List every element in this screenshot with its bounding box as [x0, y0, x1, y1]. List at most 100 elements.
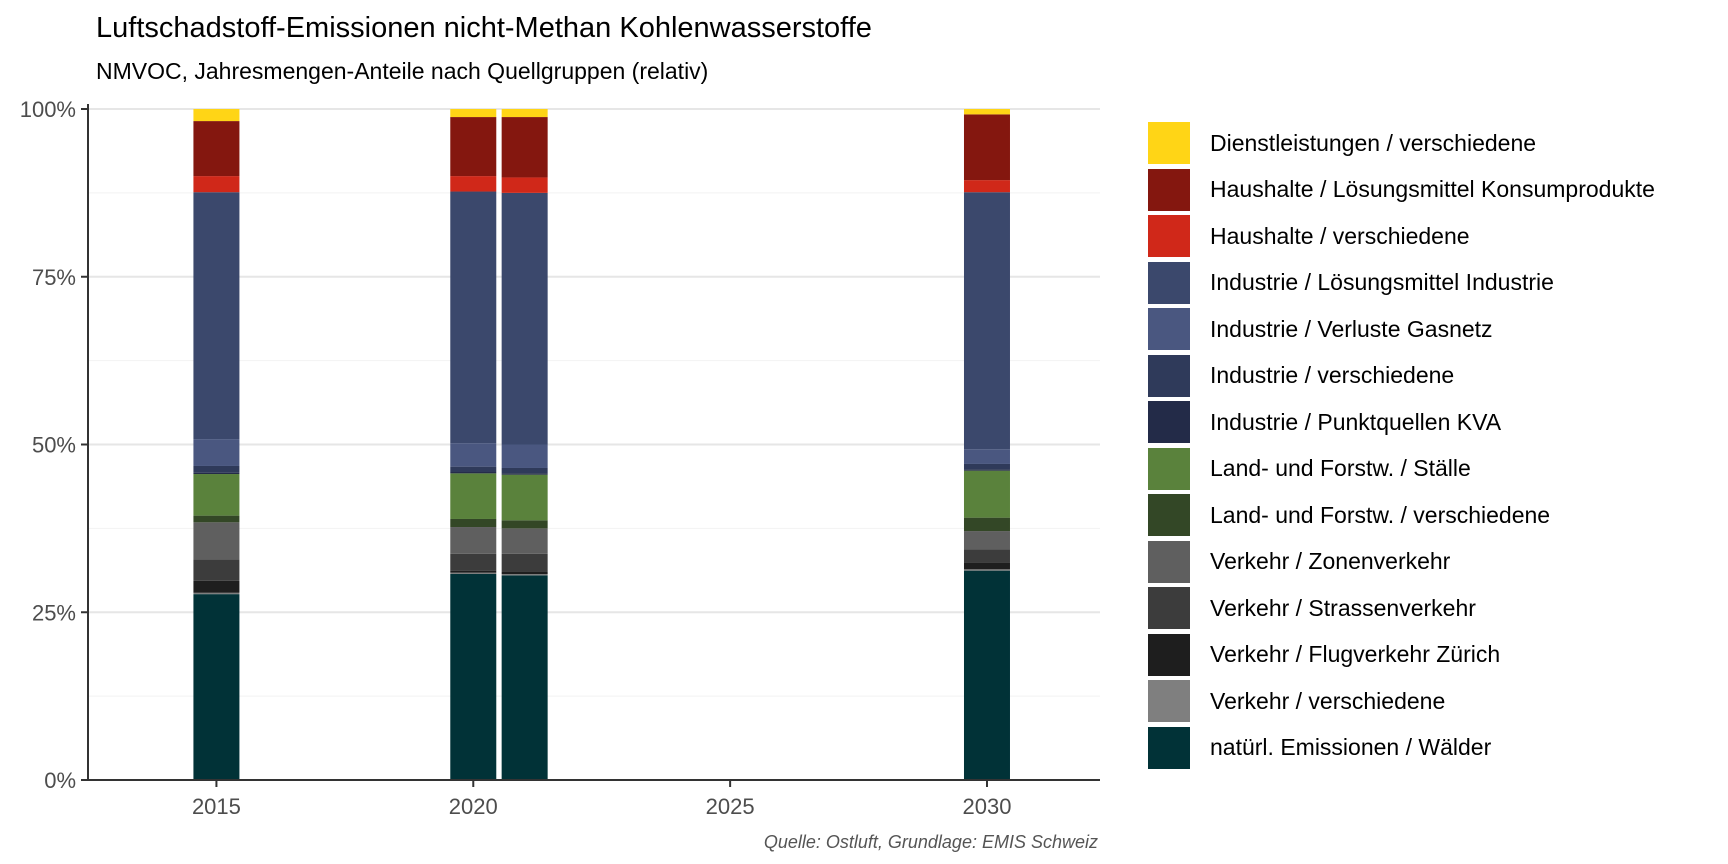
- legend-swatch: [1148, 261, 1190, 304]
- grid-lines: [88, 108, 1100, 781]
- bar-segment: [501, 109, 548, 118]
- bar-segment: [193, 592, 240, 595]
- bar-segment: [450, 574, 497, 780]
- legend-swatch: [1148, 726, 1190, 769]
- bar-segment: [963, 569, 1010, 571]
- y-tick-label: 25%: [32, 600, 76, 625]
- bar-segment: [501, 474, 548, 521]
- bar-segment: [501, 177, 548, 193]
- bar-segment: [963, 470, 1010, 518]
- legend-item: Industrie / Lösungsmittel Industrie: [1148, 260, 1655, 307]
- bar-segment: [450, 117, 497, 177]
- legend-swatch: [1148, 215, 1190, 258]
- legend-swatch: [1148, 122, 1190, 165]
- bar-segment: [963, 517, 1010, 532]
- x-tick-label: 2025: [706, 794, 755, 819]
- bar-segment: [963, 549, 1010, 563]
- bar-segment: [963, 109, 1010, 115]
- legend-item: Industrie / Punktquellen KVA: [1148, 399, 1655, 446]
- bar-segment: [193, 121, 240, 177]
- legend-swatch: [1148, 308, 1190, 351]
- legend-swatch: [1148, 447, 1190, 490]
- legend-item: Land- und Forstw. / verschiedene: [1148, 492, 1655, 539]
- source-caption: Quelle: Ostluft, Grundlage: EMIS Schweiz: [763, 832, 1098, 852]
- bar-segment: [963, 449, 1010, 464]
- bar-segment: [963, 531, 1010, 550]
- bar-segment: [450, 473, 497, 519]
- bar-segment: [193, 580, 240, 593]
- bar-segment: [963, 562, 1010, 570]
- bar-segment: [193, 192, 240, 440]
- legend-label: Land- und Forstw. / Ställe: [1210, 455, 1471, 482]
- legend-label: natürl. Emissionen / Wälder: [1210, 734, 1492, 761]
- legend-label: Verkehr / verschiedene: [1210, 687, 1446, 714]
- bar-segment: [501, 520, 548, 529]
- legend-swatch: [1148, 354, 1190, 397]
- legend-swatch: [1148, 168, 1190, 211]
- bar-segment: [450, 472, 497, 474]
- legend-label: Dienstleistungen / verschiedene: [1210, 129, 1537, 156]
- legend-item: Verkehr / verschiedene: [1148, 678, 1655, 725]
- legend-label: Industrie / Lösungsmittel Industrie: [1210, 269, 1554, 296]
- bar-segment: [193, 515, 240, 523]
- bars: [193, 109, 1010, 780]
- chart-subtitle: NMVOC, Jahresmengen-Anteile nach Quellgr…: [96, 58, 709, 84]
- legend-label: Industrie / Verluste Gasnetz: [1210, 315, 1493, 342]
- bar-segment: [501, 444, 548, 468]
- y-tick-label: 50%: [32, 433, 76, 458]
- bar-segment: [193, 522, 240, 560]
- legend-item: Verkehr / Strassenverkehr: [1148, 585, 1655, 632]
- legend-item: Verkehr / Zonenverkehr: [1148, 539, 1655, 586]
- bar-segment: [193, 465, 240, 473]
- bar-segment: [963, 192, 1010, 450]
- bar-segment: [450, 553, 497, 571]
- legend-label: Verkehr / Zonenverkehr: [1210, 548, 1451, 575]
- bar-segment: [193, 474, 240, 516]
- y-tick-label: 0%: [44, 768, 76, 793]
- bar-segment: [501, 574, 548, 576]
- legend: Dienstleistungen / verschiedene Haushalte…: [1148, 120, 1655, 771]
- chart-title: Luftschadstoff-Emissionen nicht-Methan K…: [96, 12, 872, 44]
- legend-swatch: [1148, 401, 1190, 444]
- y-tick-label: 75%: [32, 265, 76, 290]
- bar-segment: [501, 117, 548, 178]
- x-tick-label: 2030: [963, 794, 1012, 819]
- bar-segment: [963, 180, 1010, 193]
- bar-segment: [963, 463, 1010, 470]
- bar-segment: [501, 473, 548, 475]
- legend-item: Dienstleistungen / verschiedene: [1148, 120, 1655, 167]
- x-tick-label: 2015: [192, 794, 241, 819]
- bar-segment: [450, 570, 497, 573]
- bar-segment: [450, 176, 497, 192]
- legend-item: Industrie / Verluste Gasnetz: [1148, 306, 1655, 353]
- bar-segment: [963, 469, 1010, 471]
- legend-label: Verkehr / Strassenverkehr: [1210, 594, 1476, 621]
- legend-swatch: [1148, 587, 1190, 630]
- axes: 0% 25% 50% 75% 100% 2015 2020 2025 2030: [20, 97, 1100, 819]
- bar-segment: [193, 109, 240, 122]
- bar-segment: [193, 594, 240, 780]
- bar-segment: [501, 575, 548, 780]
- legend-label: Verkehr / Flugverkehr Zürich: [1210, 641, 1501, 668]
- x-tick-label: 2020: [449, 794, 498, 819]
- legend-swatch: [1148, 680, 1190, 723]
- bar-segment: [501, 192, 548, 445]
- bar-segment: [450, 466, 497, 473]
- legend-item: natürl. Emissionen / Wälder: [1148, 725, 1655, 772]
- legend-item: Industrie / verschiedene: [1148, 353, 1655, 400]
- bar-segment: [450, 518, 497, 528]
- legend-label: Haushalte / verschiedene: [1210, 222, 1470, 249]
- legend-label: Land- und Forstw. / verschiedene: [1210, 501, 1551, 528]
- stacked-bar-chart: 0% 25% 50% 75% 100% 2015 2020 2025 2030: [20, 97, 1100, 819]
- legend-item: Verkehr / Flugverkehr Zürich: [1148, 632, 1655, 679]
- bar-segment: [450, 191, 497, 444]
- bar-segment: [963, 570, 1010, 780]
- bar-segment: [193, 439, 240, 466]
- legend-item: Haushalte / verschiedene: [1148, 213, 1655, 260]
- bar-segment: [501, 571, 548, 575]
- legend-swatch: [1148, 633, 1190, 676]
- legend-swatch: [1148, 494, 1190, 537]
- legend-item: Land- und Forstw. / Ställe: [1148, 446, 1655, 493]
- bar-segment: [963, 114, 1010, 181]
- bar-segment: [450, 443, 497, 467]
